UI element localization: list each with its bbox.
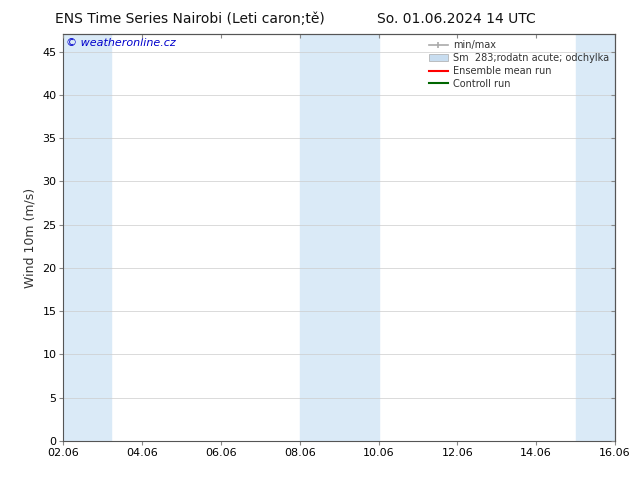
Text: ENS Time Series Nairobi (Leti caron;tě): ENS Time Series Nairobi (Leti caron;tě) — [55, 12, 325, 26]
Legend: min/max, Sm  283;rodatn acute; odchylka, Ensemble mean run, Controll run: min/max, Sm 283;rodatn acute; odchylka, … — [425, 36, 613, 93]
Bar — [300, 34, 378, 441]
Text: © weatheronline.cz: © weatheronline.cz — [66, 38, 176, 49]
Y-axis label: Wind 10m (m/s): Wind 10m (m/s) — [24, 188, 37, 288]
Bar — [576, 34, 615, 441]
Bar — [63, 34, 111, 441]
Text: So. 01.06.2024 14 UTC: So. 01.06.2024 14 UTC — [377, 12, 536, 26]
